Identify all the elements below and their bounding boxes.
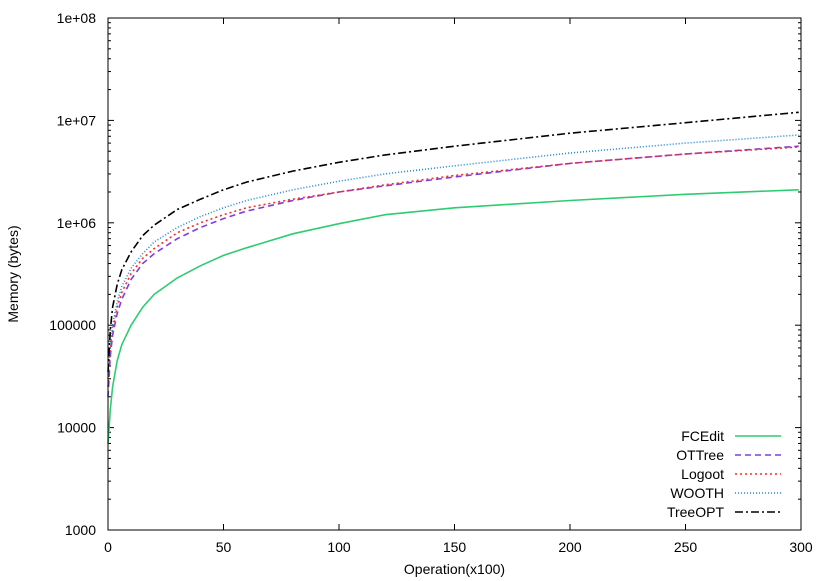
- x-tick-label: 50: [216, 539, 232, 555]
- x-tick-label: 300: [789, 539, 813, 555]
- series-line-treeopt: [107, 111, 799, 372]
- y-tick-label: 10000: [57, 420, 96, 436]
- x-tick-label: 250: [674, 539, 698, 555]
- y-axis-label: Memory (bytes): [5, 225, 21, 322]
- x-tick-label: 0: [104, 539, 112, 555]
- x-tick-label: 150: [443, 539, 467, 555]
- legend-label: OTTree: [676, 447, 724, 463]
- y-tick-label: 1e+08: [57, 10, 97, 26]
- x-tick-label: 100: [327, 539, 351, 555]
- legend: FCEdit OTTree Logoot WOOTH TreeOPT: [667, 428, 781, 520]
- axis-ticks: 0 50 100 150 200 250 300 1000 10000 100000 1e+06 1e…: [49, 10, 813, 555]
- legend-label: Logoot: [681, 466, 724, 482]
- series-line-fcedit: [107, 189, 799, 444]
- y-tick-label: 1e+06: [57, 215, 97, 231]
- series-line-logoot: [107, 146, 799, 387]
- series-lines: [107, 111, 799, 444]
- x-axis-label: Operation(x100): [404, 561, 505, 577]
- series-line-wooth: [107, 134, 799, 379]
- plot-frame: [107, 17, 802, 531]
- y-tick-label: 100000: [49, 317, 96, 333]
- legend-label: FCEdit: [681, 428, 724, 444]
- series-line-ottree: [107, 145, 799, 397]
- legend-label: TreeOPT: [667, 504, 724, 520]
- legend-label: WOOTH: [670, 485, 724, 501]
- x-tick-label: 200: [558, 539, 582, 555]
- y-tick-label: 1e+07: [57, 112, 97, 128]
- y-tick-label: 1000: [65, 522, 96, 538]
